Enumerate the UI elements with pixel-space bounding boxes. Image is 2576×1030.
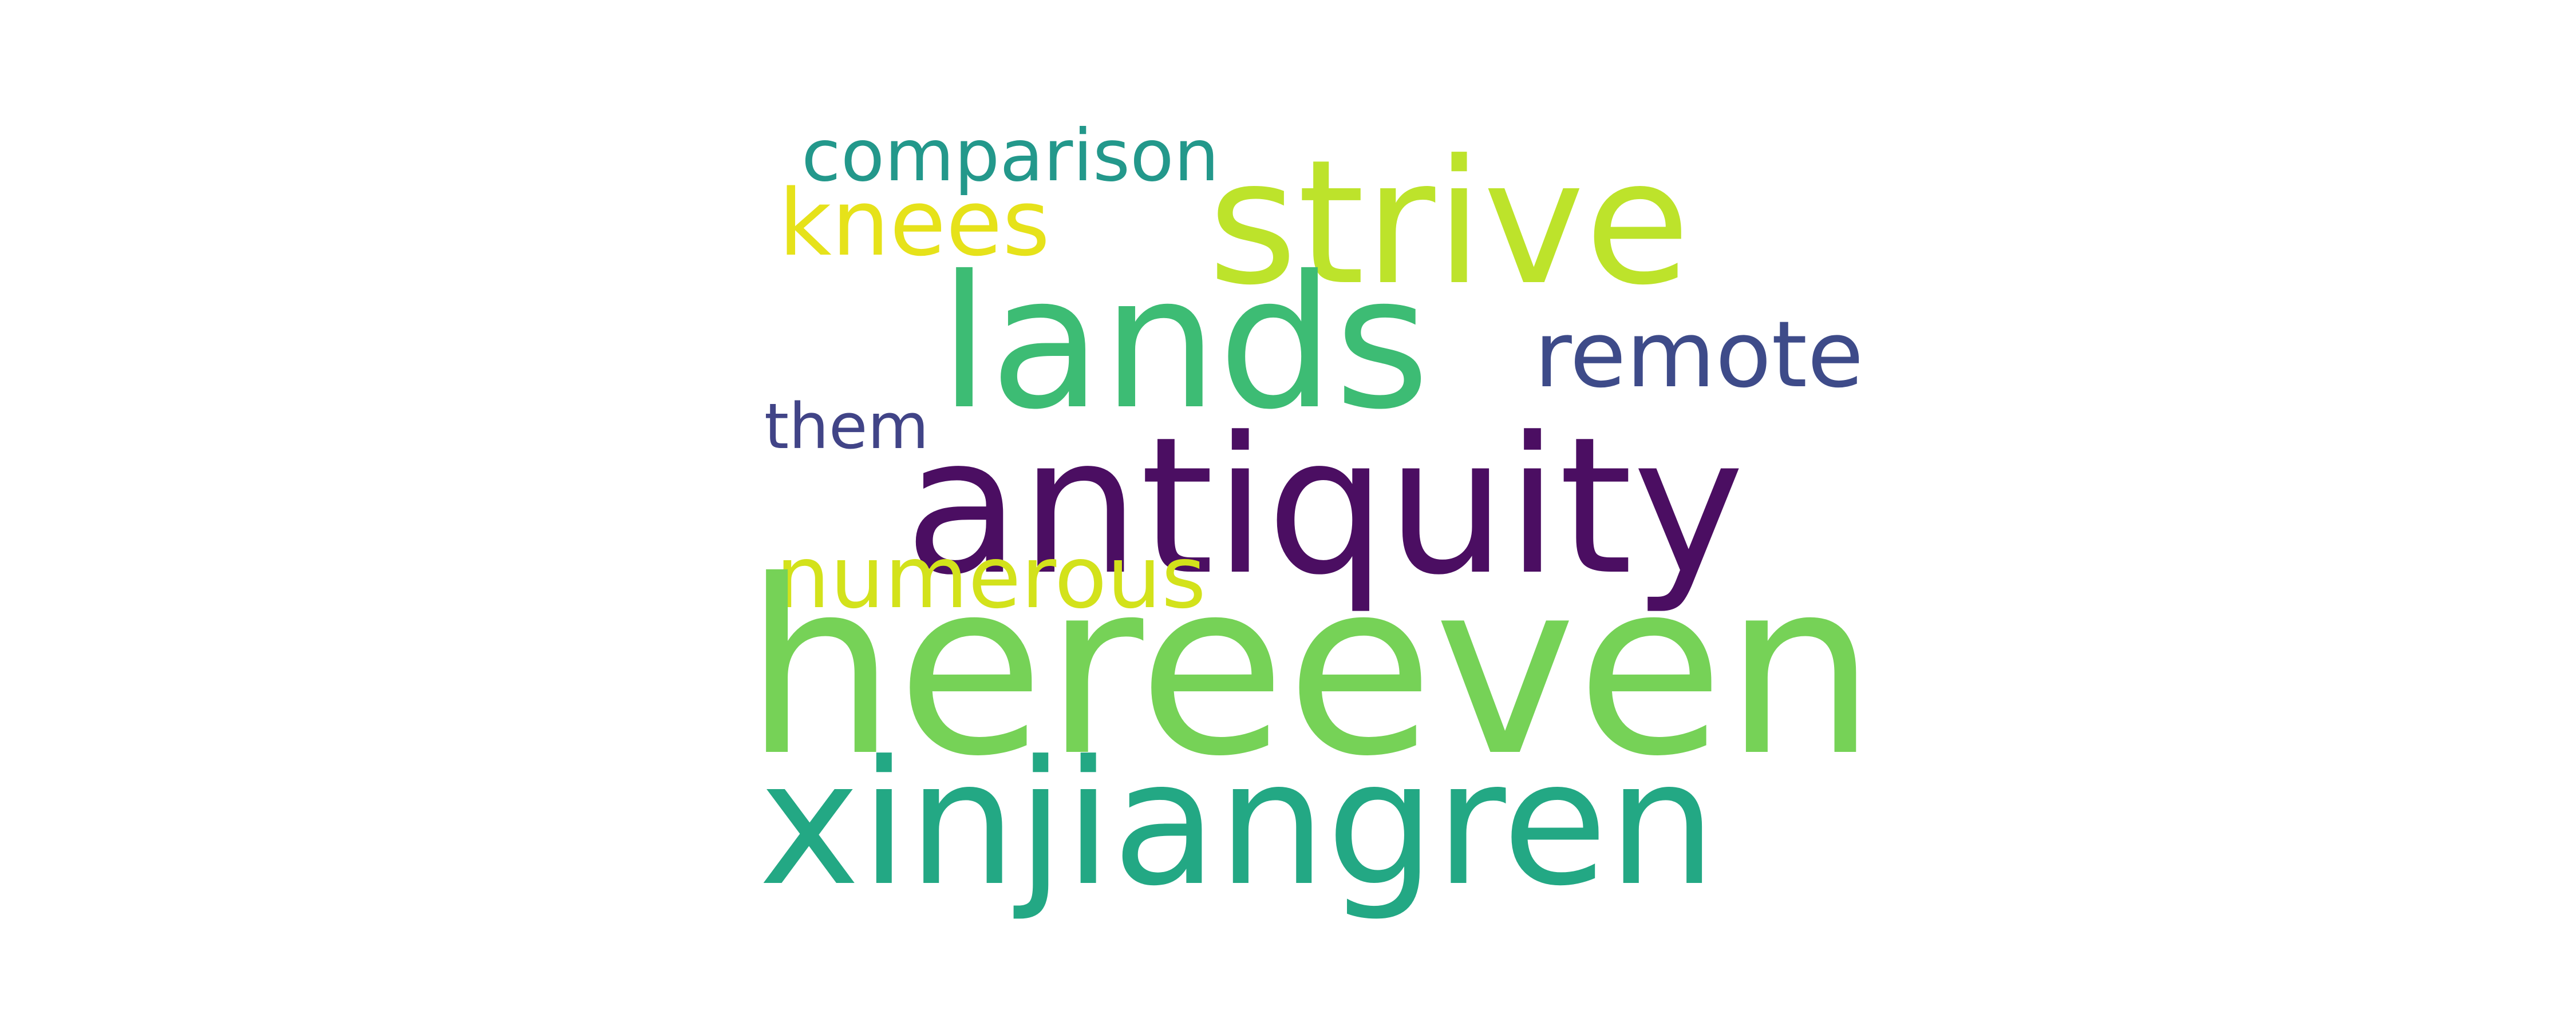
word-comparison: comparison bbox=[801, 114, 1219, 197]
word-knees: knees bbox=[779, 169, 1050, 276]
word-antiquity: antiquity bbox=[904, 397, 1745, 616]
word-them: them bbox=[764, 390, 929, 463]
word-lands: lands bbox=[939, 237, 1430, 450]
word-strive: strive bbox=[1208, 123, 1690, 323]
word-xinjiangren: xinjiangren bbox=[758, 724, 1717, 924]
word-numerous: numerous bbox=[776, 528, 1206, 628]
word-hereeven: hereeven bbox=[744, 529, 1876, 809]
word-remote: remote bbox=[1534, 301, 1864, 408]
